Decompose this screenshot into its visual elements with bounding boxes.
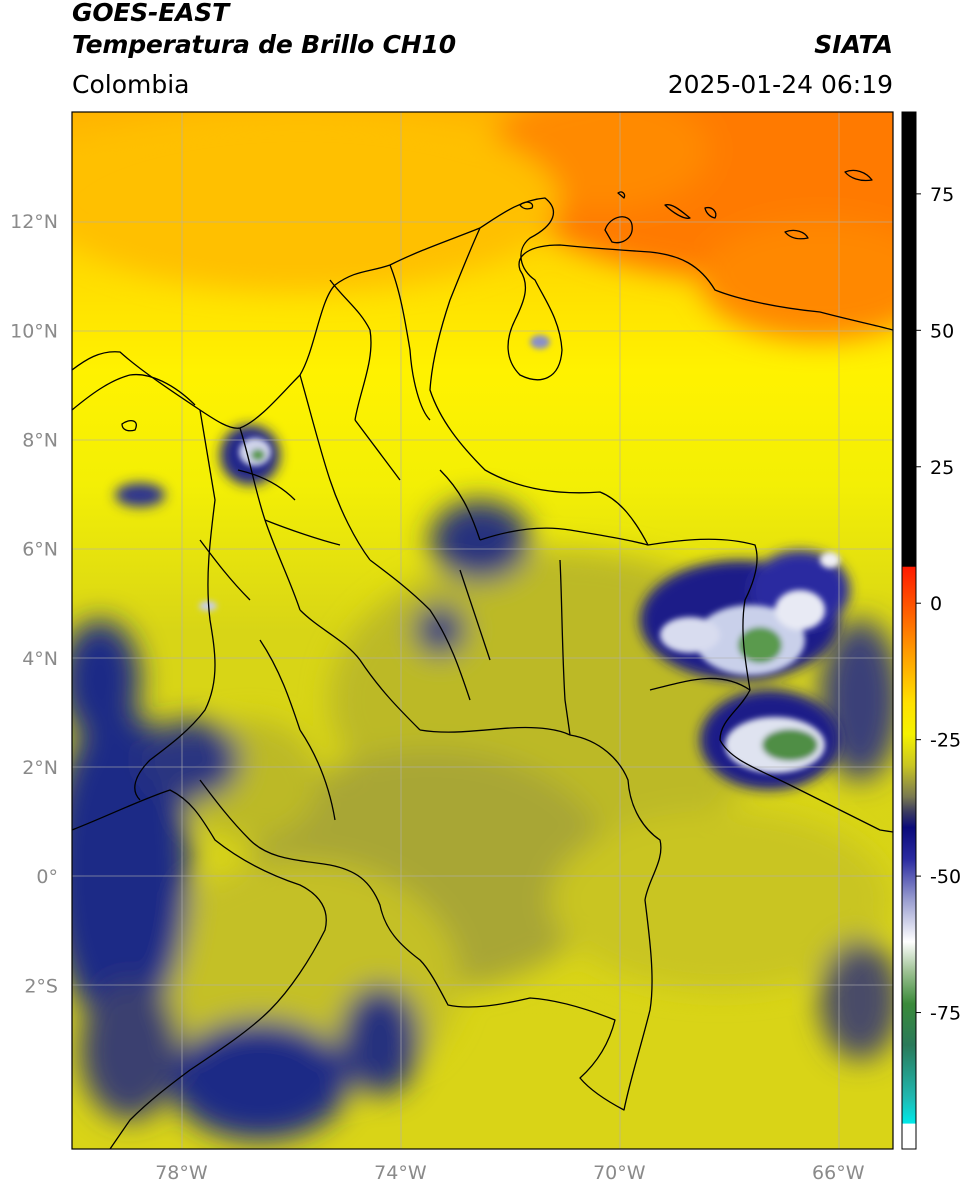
satellite-title: GOES-EAST [72, 0, 229, 27]
longitude-label: 78°W [155, 1162, 208, 1184]
boundaries [72, 169, 893, 1149]
product-title: Temperatura de Brillo CH10 [72, 30, 456, 59]
colorbar-tick-label: -25 [930, 730, 961, 752]
map-frame [71, 111, 894, 1150]
latitude-label: 6°N [22, 539, 58, 561]
longitude-labels: 78°W 74°W 70°W 66°W [155, 1162, 864, 1184]
latitude-label: 12°N [10, 211, 58, 233]
colorbar-tick-label: 25 [930, 457, 954, 479]
colorbar-ticks: 75 50 25 0 -25 -50 -75 [916, 184, 961, 1025]
latitude-label: 0° [36, 866, 58, 888]
region-label: Colombia [72, 70, 190, 99]
longitude-label: 74°W [374, 1162, 427, 1184]
brightness-temperature-field [72, 112, 893, 1149]
colorbar-tick-label: 50 [930, 320, 954, 342]
latitude-label: 2°N [22, 757, 58, 779]
colorbar-tick-label: -75 [930, 1003, 961, 1025]
colorbar-tick-label: 75 [930, 184, 954, 206]
longitude-label: 66°W [812, 1162, 865, 1184]
latitude-label: 4°N [22, 648, 58, 670]
colorbar-tick-label: -50 [930, 866, 961, 888]
latitude-label: 2°S [24, 975, 58, 997]
organization-label: SIATA [814, 30, 893, 59]
longitude-label: 70°W [593, 1162, 646, 1184]
gridlines [72, 112, 893, 1149]
datetime-label: 2025-01-24 06:19 [667, 70, 893, 99]
colorbar [901, 111, 917, 1150]
latitude-labels: 12°N 10°N 8°N 6°N 4°N 2°N 0° 2°S [10, 211, 58, 997]
latitude-label: 8°N [22, 429, 58, 451]
colorbar-tick-label: 0 [930, 593, 942, 615]
latitude-label: 10°N [10, 320, 58, 342]
